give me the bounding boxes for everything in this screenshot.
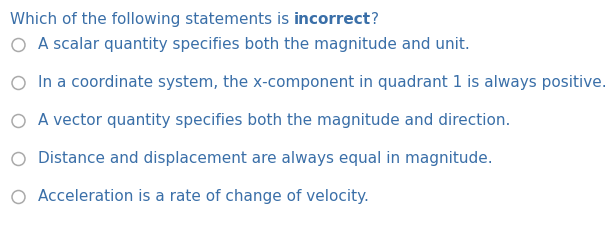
- Text: A scalar quantity specifies both the magnitude and unit.: A scalar quantity specifies both the mag…: [38, 37, 470, 52]
- Text: incorrect: incorrect: [294, 12, 371, 27]
- Text: In a coordinate system, the x-component in quadrant 1 is always positive.: In a coordinate system, the x-component …: [38, 76, 606, 91]
- Text: A vector quantity specifies both the magnitude and direction.: A vector quantity specifies both the mag…: [38, 113, 510, 128]
- Text: Distance and displacement are always equal in magnitude.: Distance and displacement are always equ…: [38, 152, 493, 167]
- Text: ?: ?: [371, 12, 379, 27]
- Text: Acceleration is a rate of change of velocity.: Acceleration is a rate of change of velo…: [38, 189, 369, 204]
- Text: Which of the following statements is: Which of the following statements is: [10, 12, 294, 27]
